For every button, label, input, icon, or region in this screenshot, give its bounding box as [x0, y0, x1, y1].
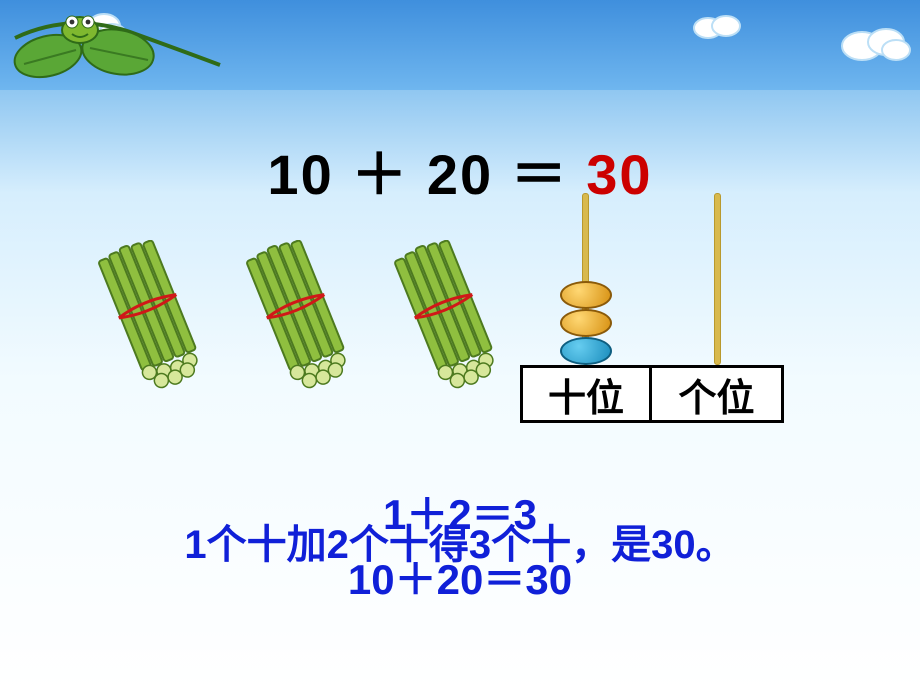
ones-rod-group — [652, 190, 784, 368]
eq-a: 10 — [267, 143, 333, 206]
explain-line3: 10＋20＝30 — [0, 555, 920, 605]
ones-cell: 个位 — [652, 365, 784, 423]
bundle-icon — [386, 240, 506, 390]
slide-root: 10 ＋ 20 ＝ 30 — [0, 0, 920, 690]
rod-area — [520, 190, 784, 368]
bead-icon — [560, 281, 612, 309]
rod-icon — [714, 193, 721, 365]
bundle-icon — [90, 240, 210, 390]
place-value-cells: 十位 个位 — [520, 365, 784, 423]
stick-bundles — [90, 240, 506, 390]
tens-cell-label: 十位 — [548, 367, 624, 422]
cloud-icon — [838, 22, 916, 64]
eq-op: ＋ — [351, 143, 409, 206]
ones-cell-label: 个位 — [678, 367, 754, 422]
cloud-icon — [690, 10, 746, 40]
bead-icon — [560, 337, 612, 365]
tens-cell: 十位 — [520, 365, 652, 423]
bead-icon — [560, 309, 612, 337]
leaf-frog-cluster-icon — [10, 10, 230, 95]
tens-rod-group — [520, 190, 652, 368]
bundle-icon — [238, 240, 358, 390]
explanation-block: 1＋2＝3 1个十加2个十得3个十，是30。 10＋20＝30 — [0, 490, 920, 604]
eq-b: 20 — [427, 143, 493, 206]
